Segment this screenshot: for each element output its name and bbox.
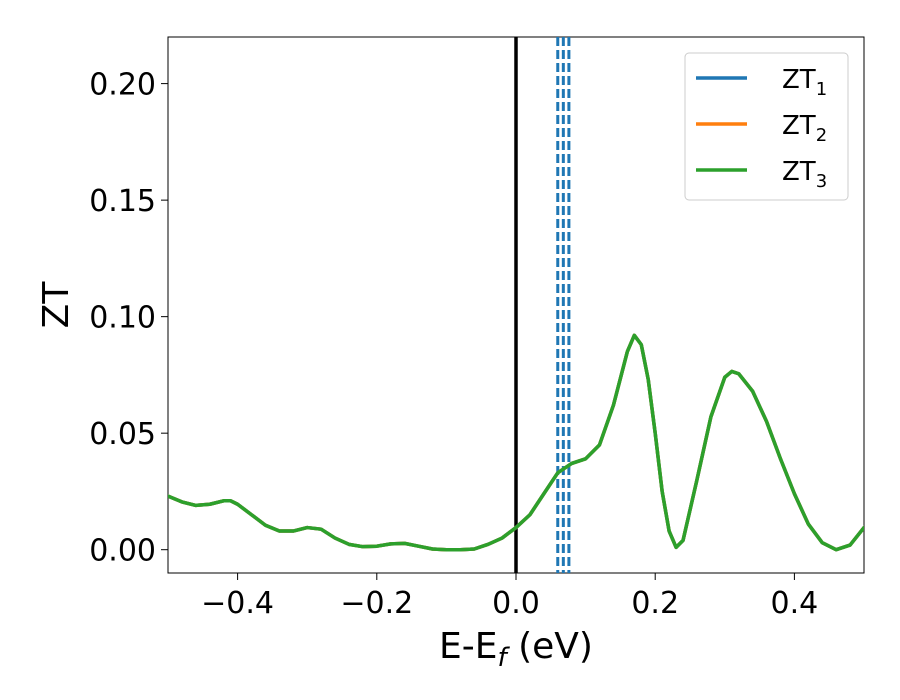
y-tick-label: 0.15 bbox=[89, 184, 156, 219]
x-axis-label: E-Ef (eV) bbox=[439, 626, 593, 673]
x-axis-ticks: −0.4 −0.2 0.0 0.2 0.4 bbox=[201, 573, 818, 621]
y-tick-label: 0.00 bbox=[89, 534, 156, 569]
y-tick-label: 0.10 bbox=[89, 301, 156, 336]
y-axis-ticks: 0.00 0.05 0.10 0.15 0.20 bbox=[89, 68, 168, 569]
series-line-zt3 bbox=[168, 333, 864, 552]
y-tick-label: 0.20 bbox=[89, 68, 156, 103]
legend-label-zt2: ZT2 bbox=[782, 111, 827, 146]
y-axis-label: ZT bbox=[36, 281, 77, 329]
legend-label-zt1: ZT1 bbox=[782, 65, 827, 100]
plot-area bbox=[167, 36, 865, 574]
x-tick-label: 0.2 bbox=[631, 586, 679, 621]
y-tick-label: 0.05 bbox=[89, 417, 156, 452]
x-tick-label: −0.2 bbox=[340, 586, 413, 621]
vertical-lines bbox=[514, 37, 571, 573]
x-tick-label: 0.4 bbox=[771, 586, 819, 621]
x-tick-label: −0.4 bbox=[201, 586, 274, 621]
x-tick-label: 0.0 bbox=[492, 586, 540, 621]
legend-label-zt3: ZT3 bbox=[782, 157, 827, 192]
legend: ZT1 ZT2 ZT3 bbox=[684, 52, 849, 201]
series-lines bbox=[168, 333, 864, 552]
legend-box bbox=[684, 52, 849, 201]
